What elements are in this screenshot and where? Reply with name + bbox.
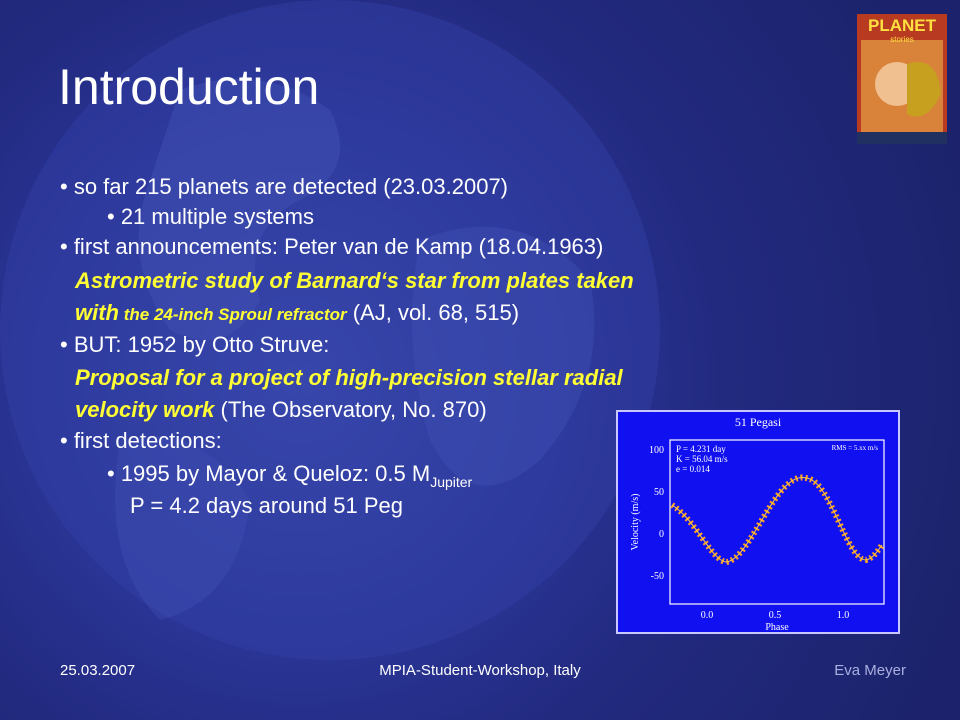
cover-subtitle: stories bbox=[890, 35, 914, 44]
x-axis-label: Phase bbox=[765, 622, 789, 633]
text-span: • 21 multiple systems bbox=[107, 204, 314, 229]
figure-annotation: e = 0.014 bbox=[676, 464, 710, 474]
text-span: Proposal for a project of high-precision… bbox=[75, 365, 623, 390]
text-line: • BUT: 1952 by Otto Struve: bbox=[60, 332, 329, 358]
text-span: (AJ, vol. 68, 515) bbox=[346, 300, 520, 325]
text-line: • first detections: bbox=[60, 428, 222, 454]
x-tick-label: 1.0 bbox=[837, 610, 850, 621]
figure-annotation: P = 4.231 day bbox=[676, 444, 726, 454]
y-axis-label: Velocity (m/s) bbox=[630, 494, 641, 551]
text-span: • so far 215 planets are detected (23.03… bbox=[60, 174, 509, 199]
figure-annotation: K = 56.04 m/s bbox=[676, 454, 728, 464]
text-span: the 24-inch Sproul refractor bbox=[119, 305, 347, 324]
y-tick-label: 50 bbox=[654, 487, 664, 498]
x-tick-label: 0.0 bbox=[701, 610, 714, 621]
text-line: Astrometric study of Barnard‘s star from… bbox=[75, 268, 634, 294]
text-line: • so far 215 planets are detected (23.03… bbox=[60, 174, 508, 200]
text-span: with bbox=[75, 300, 119, 325]
figure-title: 51 Pegasi bbox=[735, 415, 782, 429]
y-tick-label: 100 bbox=[649, 445, 664, 456]
text-line: with the 24-inch Sproul refractor (AJ, v… bbox=[75, 300, 519, 328]
y-tick-label: -50 bbox=[651, 571, 664, 582]
text-line: P = 4.2 days around 51 Peg bbox=[130, 493, 403, 519]
x-tick-label: 0.5 bbox=[769, 610, 782, 621]
footer-event: MPIA-Student-Workshop, Italy bbox=[379, 662, 581, 679]
text-span: • first announcements: Peter van de Kamp… bbox=[60, 234, 604, 259]
y-tick-label: 0 bbox=[659, 529, 664, 540]
text-line: • 1995 by Mayor & Queloz: 0.5 MJupiter bbox=[107, 461, 472, 495]
text-span: Astrometric study of Barnard‘s star from… bbox=[75, 268, 634, 293]
text-span: • 1995 by Mayor & Queloz: 0.5 M bbox=[107, 461, 431, 486]
text-line: Proposal for a project of high-precision… bbox=[75, 365, 623, 391]
text-line: • 21 multiple systems bbox=[107, 204, 314, 230]
figure-rms: RMS = 5.xx m/s bbox=[832, 444, 879, 452]
text-span: P = 4.2 days around 51 Peg bbox=[130, 493, 403, 518]
text-span: • first detections: bbox=[60, 428, 222, 453]
footer-date: 25.03.2007 bbox=[60, 662, 136, 679]
cover-title: PLANET bbox=[868, 16, 937, 35]
text-span: (The Observatory, No. 870) bbox=[214, 397, 487, 422]
text-span: • BUT: 1952 by Otto Struve: bbox=[60, 332, 330, 357]
text-line: velocity work (The Observatory, No. 870) bbox=[75, 397, 487, 423]
text-span: Jupiter bbox=[430, 474, 473, 490]
slide-title: Introduction bbox=[58, 59, 320, 115]
footer-author: Eva Meyer bbox=[834, 662, 906, 679]
text-line: • first announcements: Peter van de Kamp… bbox=[60, 234, 603, 260]
text-span: velocity work bbox=[75, 397, 215, 422]
